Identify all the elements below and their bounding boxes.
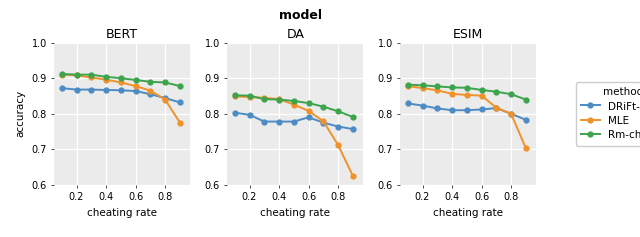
MLE	[404, 85, 412, 87]
DRiFt-hypo	[117, 89, 125, 92]
MLE	[463, 94, 470, 96]
DRiFt-hypo	[176, 101, 184, 104]
Rm-cheat	[275, 98, 283, 101]
MLE	[508, 112, 515, 115]
DRiFt-hypo	[73, 88, 81, 91]
Line: MLE: MLE	[405, 84, 528, 151]
X-axis label: cheating rate: cheating rate	[87, 208, 157, 218]
Rm-cheat	[260, 98, 268, 100]
Rm-cheat	[334, 110, 342, 113]
DRiFt-hypo	[275, 120, 283, 123]
Title: DA: DA	[286, 28, 304, 41]
MLE	[246, 96, 253, 99]
Rm-cheat	[477, 89, 485, 91]
Line: Rm-cheat: Rm-cheat	[232, 93, 355, 119]
DRiFt-hypo	[419, 104, 426, 107]
Rm-cheat	[161, 81, 169, 84]
Rm-cheat	[132, 79, 140, 82]
MLE	[176, 121, 184, 124]
MLE	[448, 92, 456, 95]
Rm-cheat	[231, 94, 239, 97]
DRiFt-hypo	[349, 128, 356, 131]
Rm-cheat	[319, 105, 327, 108]
Rm-cheat	[448, 86, 456, 89]
DRiFt-hypo	[58, 87, 66, 90]
Line: DRiFt-hypo: DRiFt-hypo	[232, 110, 355, 132]
Line: MLE: MLE	[232, 94, 355, 178]
MLE	[73, 74, 81, 77]
DRiFt-hypo	[404, 102, 412, 105]
Rm-cheat	[117, 77, 125, 80]
DRiFt-hypo	[463, 109, 470, 112]
DRiFt-hypo	[522, 118, 530, 121]
Rm-cheat	[349, 115, 356, 118]
Rm-cheat	[147, 80, 154, 83]
MLE	[319, 120, 327, 123]
DRiFt-hypo	[433, 107, 441, 110]
Line: MLE: MLE	[60, 72, 182, 125]
MLE	[132, 85, 140, 87]
Title: ESIM: ESIM	[453, 28, 483, 41]
Legend: DRiFt-hypo, MLE, Rm-cheat: DRiFt-hypo, MLE, Rm-cheat	[576, 82, 640, 146]
MLE	[334, 144, 342, 146]
MLE	[275, 98, 283, 100]
DRiFt-hypo	[290, 120, 298, 123]
Rm-cheat	[305, 102, 312, 105]
X-axis label: cheating rate: cheating rate	[433, 208, 503, 218]
MLE	[419, 87, 426, 90]
MLE	[477, 94, 485, 97]
Rm-cheat	[522, 98, 530, 101]
MLE	[102, 78, 110, 81]
DRiFt-hypo	[147, 93, 154, 96]
Rm-cheat	[508, 93, 515, 96]
Line: DRiFt-hypo: DRiFt-hypo	[60, 86, 182, 105]
MLE	[88, 76, 95, 79]
Rm-cheat	[246, 94, 253, 97]
DRiFt-hypo	[88, 88, 95, 91]
Rm-cheat	[73, 73, 81, 76]
DRiFt-hypo	[334, 125, 342, 128]
MLE	[522, 147, 530, 150]
DRiFt-hypo	[493, 107, 500, 109]
Rm-cheat	[463, 87, 470, 89]
MLE	[433, 89, 441, 92]
Rm-cheat	[58, 73, 66, 75]
DRiFt-hypo	[132, 90, 140, 92]
MLE	[231, 95, 239, 98]
X-axis label: cheating rate: cheating rate	[260, 208, 330, 218]
DRiFt-hypo	[260, 120, 268, 123]
Rm-cheat	[290, 100, 298, 102]
Y-axis label: accuracy: accuracy	[16, 90, 26, 137]
Line: DRiFt-hypo: DRiFt-hypo	[405, 101, 528, 122]
Title: BERT: BERT	[106, 28, 138, 41]
DRiFt-hypo	[477, 108, 485, 111]
DRiFt-hypo	[319, 121, 327, 124]
MLE	[260, 96, 268, 99]
Rm-cheat	[493, 90, 500, 93]
MLE	[117, 81, 125, 84]
MLE	[161, 98, 169, 101]
DRiFt-hypo	[305, 116, 312, 119]
MLE	[349, 174, 356, 177]
DRiFt-hypo	[246, 113, 253, 116]
Rm-cheat	[433, 85, 441, 88]
DRiFt-hypo	[102, 89, 110, 91]
DRiFt-hypo	[161, 97, 169, 100]
DRiFt-hypo	[448, 109, 456, 112]
MLE	[58, 73, 66, 76]
MLE	[305, 109, 312, 112]
Rm-cheat	[419, 84, 426, 87]
DRiFt-hypo	[508, 112, 515, 115]
MLE	[147, 89, 154, 92]
Rm-cheat	[404, 83, 412, 86]
Line: Rm-cheat: Rm-cheat	[60, 72, 182, 88]
MLE	[493, 106, 500, 109]
Rm-cheat	[176, 85, 184, 87]
Rm-cheat	[88, 73, 95, 76]
DRiFt-hypo	[231, 111, 239, 114]
MLE	[290, 103, 298, 106]
Text: model: model	[279, 9, 323, 23]
Rm-cheat	[102, 75, 110, 78]
Line: Rm-cheat: Rm-cheat	[405, 82, 528, 102]
